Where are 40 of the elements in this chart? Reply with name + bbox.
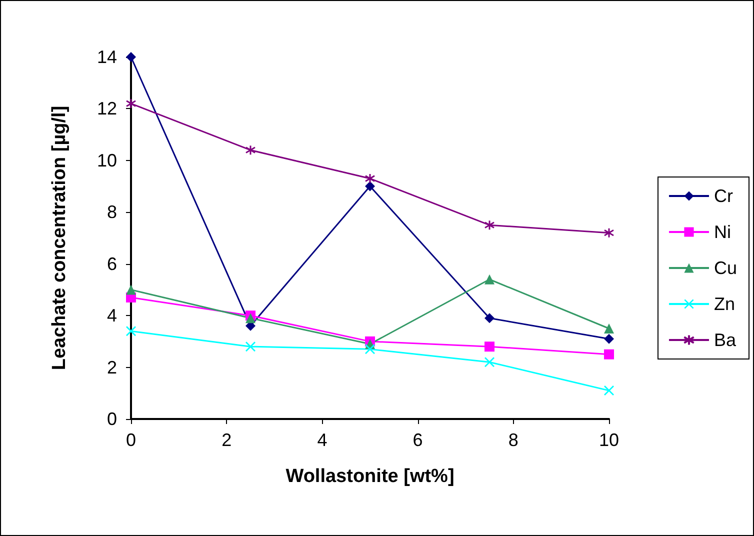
point — [604, 334, 614, 344]
y-tick-label: 4 — [106, 306, 117, 326]
point — [484, 220, 495, 230]
point — [604, 386, 614, 396]
y-tick-label: 2 — [106, 357, 117, 378]
y-tick-label: 10 — [96, 150, 117, 170]
point — [126, 326, 136, 336]
y-axis-title: Leachate concentration [µg/l] — [49, 106, 70, 370]
point — [126, 98, 136, 109]
x-tick-label: 6 — [412, 430, 423, 450]
legend-label: Ni — [714, 222, 731, 242]
legend-label: Ba — [714, 330, 737, 350]
x-tick-label: 10 — [598, 430, 620, 450]
y-tick-label: 8 — [106, 202, 117, 222]
x-tick-label: 4 — [317, 430, 328, 450]
x-axis-title: Wollastonite [wt%] — [286, 466, 454, 487]
legend-label: Zn — [714, 294, 736, 314]
point — [365, 181, 375, 192]
point — [484, 342, 494, 352]
y-tick-label: 6 — [106, 254, 117, 274]
point — [246, 342, 256, 352]
x-tick-label: 8 — [508, 430, 518, 450]
legend-label: Cr — [714, 186, 733, 206]
point — [364, 173, 376, 184]
point — [484, 357, 494, 368]
y-tick-label: 14 — [96, 47, 117, 67]
point — [484, 313, 494, 324]
point — [484, 274, 494, 284]
point — [126, 284, 136, 295]
point — [604, 324, 614, 334]
point — [604, 228, 614, 238]
x-tick-label: 0 — [126, 430, 136, 450]
y-tick-label: 0 — [106, 409, 117, 429]
x-tick-label: 2 — [222, 430, 232, 450]
point — [604, 349, 614, 360]
legend-label: Cu — [714, 258, 738, 278]
y-tick-label: 12 — [96, 98, 117, 119]
point — [245, 144, 256, 156]
point — [246, 313, 256, 324]
point — [365, 344, 375, 354]
